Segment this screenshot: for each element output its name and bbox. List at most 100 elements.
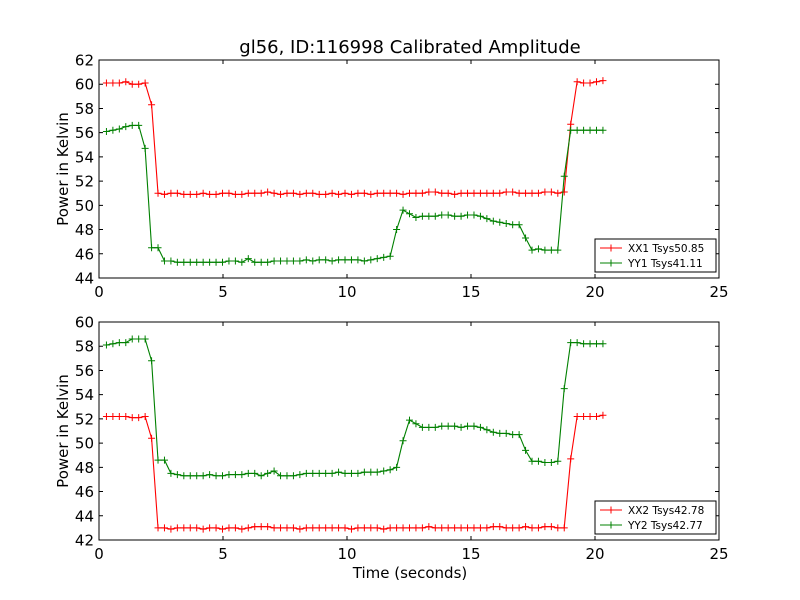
data-point	[115, 79, 123, 87]
data-point	[438, 422, 446, 430]
y-tick-label: 52	[75, 410, 94, 428]
data-point	[399, 524, 407, 532]
y-tick-label: 58	[75, 100, 94, 118]
data-point	[444, 422, 452, 430]
data-point	[347, 525, 355, 533]
data-point	[354, 469, 362, 477]
x-axis-label: Time (seconds)	[352, 564, 468, 582]
data-point	[599, 411, 607, 419]
data-point	[296, 257, 304, 265]
data-point	[212, 472, 220, 480]
data-point	[167, 189, 175, 197]
data-point	[173, 258, 181, 266]
data-point	[173, 471, 181, 479]
data-point	[386, 524, 394, 532]
data-point	[341, 469, 349, 477]
data-point	[586, 79, 594, 87]
x-tick-label: 25	[709, 283, 728, 301]
data-point	[483, 189, 491, 197]
data-point	[148, 434, 156, 442]
data-point	[502, 188, 510, 196]
data-point	[257, 258, 265, 266]
data-point	[148, 244, 156, 252]
data-point	[135, 335, 143, 343]
data-point	[141, 79, 149, 87]
data-point	[438, 211, 446, 219]
data-point	[122, 412, 130, 420]
legend-marker	[607, 259, 615, 267]
plot-area: 0 5 10 15 20 25 44 46 48 50 52 54 56 58 60 62	[75, 52, 729, 302]
data-point	[270, 467, 278, 475]
data-point	[560, 188, 568, 196]
data-point	[160, 190, 168, 198]
data-point	[212, 190, 220, 198]
data-point	[167, 469, 175, 477]
data-point	[206, 258, 214, 266]
data-point	[102, 412, 110, 420]
data-point	[386, 466, 394, 474]
data-point	[199, 525, 207, 533]
data-point	[173, 524, 181, 532]
chart-title: gl56, ID:116998 Calibrated Amplitude	[239, 37, 580, 58]
x-tick-label: 15	[461, 545, 480, 563]
data-point	[341, 256, 349, 264]
data-point	[193, 258, 201, 266]
data-point	[393, 226, 401, 234]
data-point	[515, 189, 523, 197]
data-point	[393, 524, 401, 532]
data-point	[302, 524, 310, 532]
data-point	[476, 524, 484, 532]
data-point	[586, 340, 594, 348]
data-point	[122, 78, 130, 86]
data-point	[547, 188, 555, 196]
data-point	[335, 524, 343, 532]
data-point	[335, 256, 343, 264]
y-axis-label: Power in Kelvin	[54, 374, 72, 488]
data-point	[160, 456, 168, 464]
data-point	[347, 190, 355, 198]
data-point	[592, 126, 600, 134]
data-point	[386, 189, 394, 197]
data-point	[451, 212, 459, 220]
data-point	[554, 189, 562, 197]
data-point	[199, 189, 207, 197]
data-point	[206, 471, 214, 479]
y-tick-label: 42	[75, 532, 94, 550]
data-point	[470, 524, 478, 532]
y-tick-label: 56	[75, 124, 94, 142]
plot-area: 0 5 10 15 20 25 42 44 46 48 50 52 54 56 58 60	[75, 314, 729, 564]
data-point	[431, 212, 439, 220]
y-tick-label: 44	[75, 507, 94, 525]
y-tick-label: 62	[75, 52, 94, 70]
data-point	[122, 339, 130, 347]
data-point	[360, 257, 368, 265]
data-point	[193, 472, 201, 480]
data-point	[547, 458, 555, 466]
data-point	[347, 256, 355, 264]
data-point	[554, 246, 562, 254]
x-tick-label: 0	[94, 283, 104, 301]
data-point	[528, 457, 536, 465]
data-point	[560, 385, 568, 393]
data-point	[360, 189, 368, 197]
data-point	[464, 422, 472, 430]
data-point	[167, 525, 175, 533]
data-point	[509, 188, 517, 196]
data-point	[431, 188, 439, 196]
data-point	[418, 189, 426, 197]
data-point	[586, 126, 594, 134]
data-point	[277, 472, 285, 480]
legend-item: YY2 Tsys42.77	[600, 520, 703, 532]
data-point	[367, 468, 375, 476]
data-point	[128, 80, 136, 88]
y-tick-label: 54	[75, 386, 94, 404]
data-point	[573, 126, 581, 134]
data-point	[135, 121, 143, 129]
data-point	[476, 212, 484, 220]
data-point	[573, 412, 581, 420]
plot-frame	[98, 59, 720, 279]
data-point	[573, 339, 581, 347]
data-point	[483, 426, 491, 434]
legend: XX2 Tsys42.78 YY2 Tsys42.77	[594, 500, 717, 535]
